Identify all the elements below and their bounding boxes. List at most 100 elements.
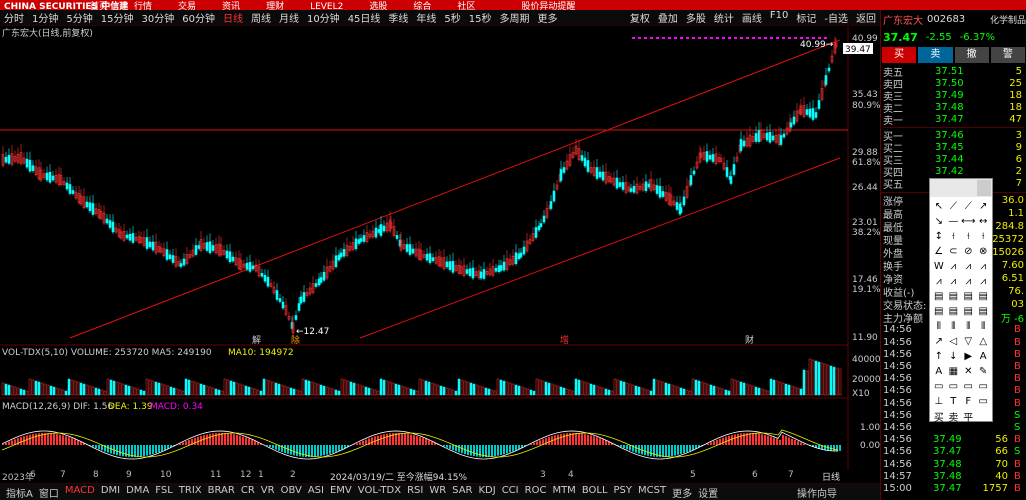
ask-row[interactable]: 卖一 37.47 47 xyxy=(883,114,1024,127)
draw-tool-icon[interactable]: 平 xyxy=(963,412,974,424)
operation-guide-button[interactable]: 操作向导 xyxy=(797,488,837,500)
draw-tool-icon[interactable]: ⦀ xyxy=(936,320,941,332)
draw-tool-icon[interactable]: W xyxy=(933,260,944,272)
indicator-tab-24[interactable]: 更多 xyxy=(672,488,693,500)
indicator-tab-8[interactable]: CR xyxy=(240,484,255,496)
ask-row[interactable]: 卖二 37.48 18 xyxy=(883,102,1024,115)
bid-row[interactable]: 买三 37.44 6 xyxy=(883,153,1024,167)
draw-tool-icon[interactable]: ▤ xyxy=(978,290,988,302)
period-tab-3[interactable]: 15分钟 xyxy=(100,14,134,25)
period-tab-5[interactable]: 60分钟 xyxy=(182,14,215,25)
indicator-tab-13[interactable]: VOL-TDX xyxy=(357,484,402,496)
menu-item-8[interactable]: 社区 xyxy=(457,1,476,11)
indicator-tab-17[interactable]: KDJ xyxy=(478,484,496,496)
draw-tool-icon[interactable]: F xyxy=(965,395,972,407)
draw-tool-icon[interactable]: ⩘ xyxy=(950,260,957,272)
period-tab-2[interactable]: 5分钟 xyxy=(66,14,93,25)
draw-tool-icon[interactable]: ▤ xyxy=(963,290,973,302)
period-tab-14[interactable]: 15秒 xyxy=(468,14,492,25)
menu-item-7[interactable]: 综合 xyxy=(413,1,432,11)
draw-tool-icon[interactable]: ⊥ xyxy=(934,395,944,407)
toolbar-button-4[interactable]: 画线 xyxy=(741,14,762,25)
indicator-tab-19[interactable]: ROC xyxy=(524,484,547,496)
draw-tool-icon[interactable]: ⦀ xyxy=(981,320,986,332)
indicator-tab-16[interactable]: SAR xyxy=(452,484,473,496)
period-tab-1[interactable]: 1分钟 xyxy=(32,14,59,25)
menu-item-0[interactable]: 首页 xyxy=(90,1,109,11)
draw-tool-icon[interactable]: △ xyxy=(979,335,988,347)
trade-button-1[interactable]: 卖 xyxy=(918,47,953,63)
toolbar-button-1[interactable]: 叠加 xyxy=(657,14,678,25)
ask-row[interactable]: 卖三 37.49 18 xyxy=(883,89,1024,103)
indicator-tab-22[interactable]: PSY xyxy=(613,484,633,496)
toolbar-button-7[interactable]: -自选 xyxy=(824,14,848,25)
close-icon[interactable] xyxy=(977,180,991,196)
draw-tool-icon[interactable]: ⩘ xyxy=(980,260,987,272)
draw-tool-icon[interactable]: ▤ xyxy=(963,305,973,317)
draw-tool-icon[interactable]: ▽ xyxy=(964,335,973,347)
draw-tool-icon[interactable]: — xyxy=(948,215,959,227)
draw-tool-icon[interactable]: ⟷ xyxy=(961,215,976,227)
indicator-tab-3[interactable]: DMI xyxy=(100,484,121,496)
toolbar-button-8[interactable]: 返回 xyxy=(856,14,876,25)
draw-tool-icon[interactable]: ▤ xyxy=(934,305,944,317)
indicator-tab-0[interactable]: 指标A xyxy=(6,488,33,500)
draw-tool-icon[interactable]: ▭ xyxy=(978,380,988,392)
indicator-tab-9[interactable]: VR xyxy=(260,484,275,496)
tick-list[interactable]: 14:56 B 14:56 B 14:56 B 14:56 B 14:56 B 14:56 B 14:5… xyxy=(881,324,1026,495)
draw-tool-icon[interactable]: ⊘ xyxy=(964,245,973,257)
menu-item-3[interactable]: 资讯 xyxy=(222,1,241,11)
draw-tool-icon[interactable]: ✎ xyxy=(979,365,988,377)
draw-tool-icon[interactable]: ▭ xyxy=(948,380,959,392)
indicator-tab-23[interactable]: MCST xyxy=(638,484,667,496)
period-tab-8[interactable]: 月线 xyxy=(278,14,299,25)
draw-tool-icon[interactable]: ▭ xyxy=(963,380,973,392)
draw-tool-icon[interactable]: ⟋ xyxy=(964,200,972,212)
draw-tool-icon[interactable]: ⩘ xyxy=(980,275,987,287)
draw-tool-icon[interactable]: ∠ xyxy=(934,245,944,257)
draw-tool-icon[interactable]: ✕ xyxy=(964,365,973,377)
indicator-tab-1[interactable]: 窗口 xyxy=(38,488,59,500)
menu-item-6[interactable]: 选股 xyxy=(369,1,388,11)
draw-tool-icon[interactable]: T xyxy=(950,395,957,407)
draw-tool-icon[interactable]: ▤ xyxy=(934,290,944,302)
stock-sector[interactable]: 化学制品 xyxy=(989,15,1026,26)
draw-tool-icon[interactable]: ↗ xyxy=(979,200,988,212)
draw-tool-icon[interactable]: ↑ xyxy=(934,350,943,362)
bid-row[interactable]: 买二 37.45 9 xyxy=(883,141,1024,155)
draw-tool-icon[interactable]: ↕ xyxy=(934,230,943,242)
kline-chart[interactable]: 广东宏大(日线,前复权) VOL-TDX(5,10) VOLUME: 253720… xyxy=(0,26,880,482)
indicator-tab-6[interactable]: TRIX xyxy=(178,484,202,496)
draw-tool-icon[interactable]: ▤ xyxy=(948,290,959,302)
trade-button-2[interactable]: 撤 xyxy=(954,47,989,63)
indicator-tab-2[interactable]: MACD xyxy=(64,484,95,496)
indicator-tab-14[interactable]: RSI xyxy=(407,484,424,496)
indicator-tab-10[interactable]: OBV xyxy=(280,484,302,496)
draw-tool-icon[interactable]: ⩘ xyxy=(950,275,957,287)
indicator-tab-4[interactable]: DMA xyxy=(126,484,150,496)
draw-tool-icon[interactable]: ↔ xyxy=(979,215,988,227)
period-tab-9[interactable]: 10分钟 xyxy=(306,14,340,25)
menu-item-1[interactable]: 行情 xyxy=(134,1,153,11)
draw-tool-icon[interactable]: ⦀ xyxy=(951,320,956,332)
toolbar-button-2[interactable]: 多股 xyxy=(685,14,706,25)
ask-row[interactable]: 卖四 37.50 25 xyxy=(883,77,1024,91)
draw-tool-icon[interactable]: ⟊ xyxy=(981,230,985,242)
indicator-tab-25[interactable]: 设置 xyxy=(698,488,719,500)
menu-item-5[interactable]: LEVEL2 xyxy=(310,1,344,11)
toolbar-button-6[interactable]: 标记 xyxy=(796,14,817,25)
period-tab-12[interactable]: 年线 xyxy=(416,14,437,25)
draw-tool-icon[interactable]: ⟋ xyxy=(949,200,957,212)
draw-tool-icon[interactable]: ↘ xyxy=(934,215,943,227)
draw-tool-icon[interactable]: ↗ xyxy=(934,335,943,347)
period-tab-11[interactable]: 季线 xyxy=(388,14,409,25)
period-tab-7[interactable]: 周线 xyxy=(250,14,271,25)
period-tab-16[interactable]: 更多 xyxy=(537,14,558,25)
indicator-tab-18[interactable]: CCI xyxy=(501,484,519,496)
menu-item-2[interactable]: 交易 xyxy=(178,1,197,11)
draw-tool-icon[interactable]: ↓ xyxy=(949,350,958,362)
draw-tool-icon[interactable]: A xyxy=(935,365,943,377)
draw-tool-icon[interactable]: ⟊ xyxy=(966,230,970,242)
indicator-tab-5[interactable]: FSL xyxy=(155,484,173,496)
draw-tool-icon[interactable]: ⦀ xyxy=(966,320,971,332)
